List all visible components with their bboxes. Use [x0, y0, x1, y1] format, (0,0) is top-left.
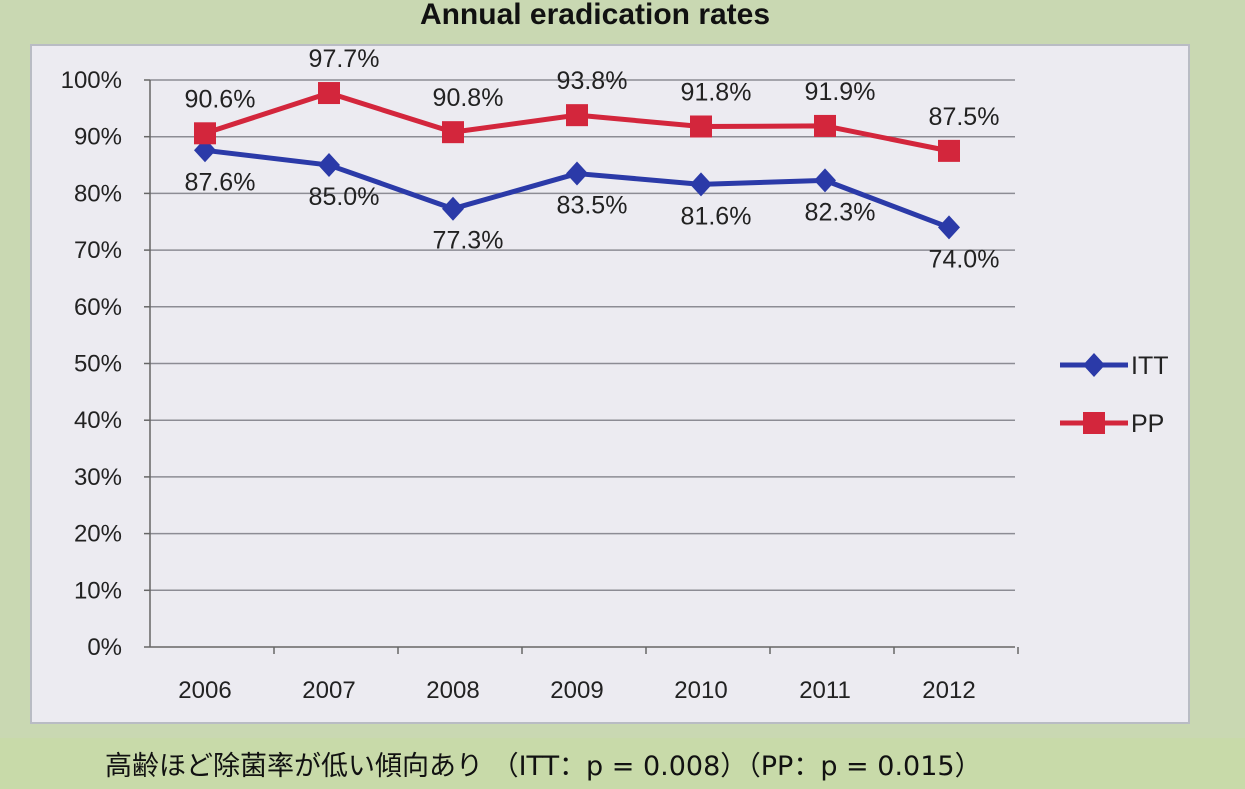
data-label-pp: 97.7% — [309, 45, 380, 73]
data-label-itt: 82.3% — [805, 198, 876, 226]
y-tick-label: 40% — [74, 407, 122, 434]
data-label-pp: 93.8% — [557, 67, 628, 95]
data-point-pp — [318, 82, 340, 105]
legend-label-itt: ITT — [1131, 352, 1169, 380]
data-point-pp — [566, 104, 588, 127]
y-tick-label: 0% — [87, 634, 122, 661]
data-label-itt: 85.0% — [309, 183, 380, 211]
data-point-pp — [938, 139, 960, 162]
data-point-pp — [442, 121, 464, 144]
y-tick-label: 100% — [61, 67, 122, 94]
footer-band — [0, 738, 1245, 789]
data-point-pp — [194, 122, 216, 145]
legend-marker-pp — [1083, 412, 1105, 434]
y-tick-label: 90% — [74, 124, 122, 151]
data-point-itt — [318, 153, 340, 178]
data-label-pp: 91.8% — [681, 78, 752, 106]
x-tick-label: 2007 — [302, 677, 355, 704]
y-tick-label: 20% — [74, 521, 122, 548]
data-point-itt — [814, 168, 836, 193]
legend-marker-itt — [1083, 353, 1105, 377]
chart-panel — [30, 44, 1190, 724]
data-label-itt: 77.3% — [433, 227, 504, 255]
data-label-pp: 90.8% — [433, 84, 504, 112]
data-point-pp — [814, 114, 836, 137]
legend-label-pp: PP — [1131, 410, 1164, 438]
data-point-itt — [938, 215, 960, 240]
y-tick-label: 50% — [74, 351, 122, 378]
data-label-pp: 90.6% — [185, 85, 256, 113]
x-tick-label: 2008 — [426, 677, 479, 704]
data-label-itt: 74.0% — [929, 245, 1000, 273]
x-tick-label: 2010 — [674, 677, 727, 704]
data-label-pp: 91.9% — [805, 78, 876, 106]
y-tick-label: 70% — [74, 237, 122, 264]
data-label-itt: 81.6% — [681, 202, 752, 230]
data-point-itt — [194, 138, 216, 163]
data-label-pp: 87.5% — [929, 103, 1000, 131]
data-point-itt — [442, 196, 464, 221]
y-tick-label: 60% — [74, 294, 122, 321]
x-tick-label: 2009 — [550, 677, 603, 704]
chart-title: Annual eradication rates — [419, 0, 771, 31]
line-chart: 0% 10% 20% 30% 40% 50% 60% 70% 80% 90% 100% 2006 200… — [61, 45, 1169, 704]
y-tick-label: 10% — [74, 577, 122, 604]
x-tick-label: 2012 — [922, 677, 975, 704]
x-tick-label: 2006 — [178, 677, 231, 704]
data-point-itt — [690, 172, 712, 197]
y-tick-label: 80% — [74, 180, 122, 207]
x-tick-label: 2011 — [799, 677, 851, 704]
footnote-text: 高齢ほど除菌率が低い傾向あり （ITT：p = 0.008）（PP：p = 0.… — [105, 751, 982, 782]
data-point-pp — [690, 115, 712, 138]
data-label-itt: 87.6% — [185, 168, 256, 196]
y-tick-label: 30% — [74, 464, 122, 491]
data-label-itt: 83.5% — [557, 192, 628, 220]
data-point-itt — [566, 161, 588, 186]
